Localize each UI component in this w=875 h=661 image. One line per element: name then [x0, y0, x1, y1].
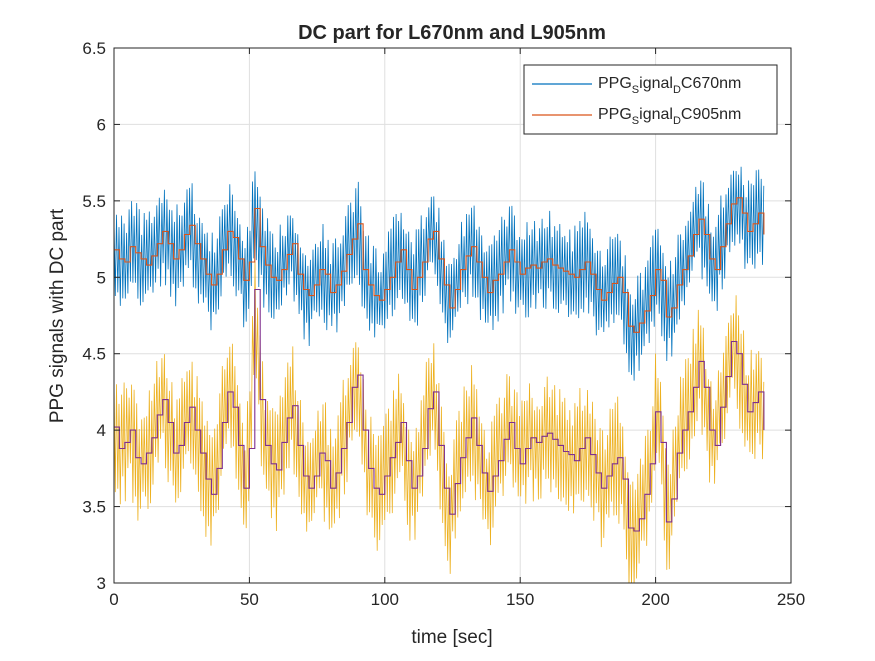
x-tick-label: 150	[506, 590, 534, 609]
grid-lines	[114, 48, 791, 583]
y-tick-label: 5	[97, 268, 106, 287]
x-tick-label: 250	[777, 590, 805, 609]
x-axis-label: time [sec]	[411, 627, 492, 648]
series-670-raw-line	[114, 166, 765, 381]
series-905-dc-line	[114, 288, 765, 532]
legend-box	[523, 64, 778, 135]
x-tick-label: 100	[371, 590, 399, 609]
x-tick-label: 0	[109, 590, 118, 609]
y-tick-label: 4.5	[82, 345, 106, 364]
legend-entry-905: PPGSignalDC905nm	[598, 106, 741, 127]
chart-title: DC part for L670nm and L905nm	[298, 22, 606, 44]
axis-ticks: 0 50 100 150 200 250 3 3.5 4 4.5 5 5.5 6 6.5	[82, 39, 805, 609]
y-tick-label: 6.5	[82, 39, 106, 58]
x-tick-label: 50	[240, 590, 259, 609]
plot-frame	[113, 47, 792, 584]
x-tick-label: 200	[641, 590, 669, 609]
y-tick-label: 6	[97, 115, 106, 134]
legend: PPGSignalDC670nm PPGSignalDC905nm	[523, 64, 778, 135]
series-905-raw-line	[114, 261, 765, 583]
series-670-dc-line	[114, 197, 765, 333]
y-tick-label: 3	[97, 574, 106, 593]
legend-entry-670: PPGSignalDC670nm	[598, 75, 741, 96]
y-tick-label: 5.5	[82, 192, 106, 211]
y-tick-label: 3.5	[82, 498, 106, 517]
y-tick-label: 4	[97, 421, 106, 440]
y-axis-label: PPG signals with DC part	[47, 208, 68, 423]
series-layer	[114, 166, 765, 583]
